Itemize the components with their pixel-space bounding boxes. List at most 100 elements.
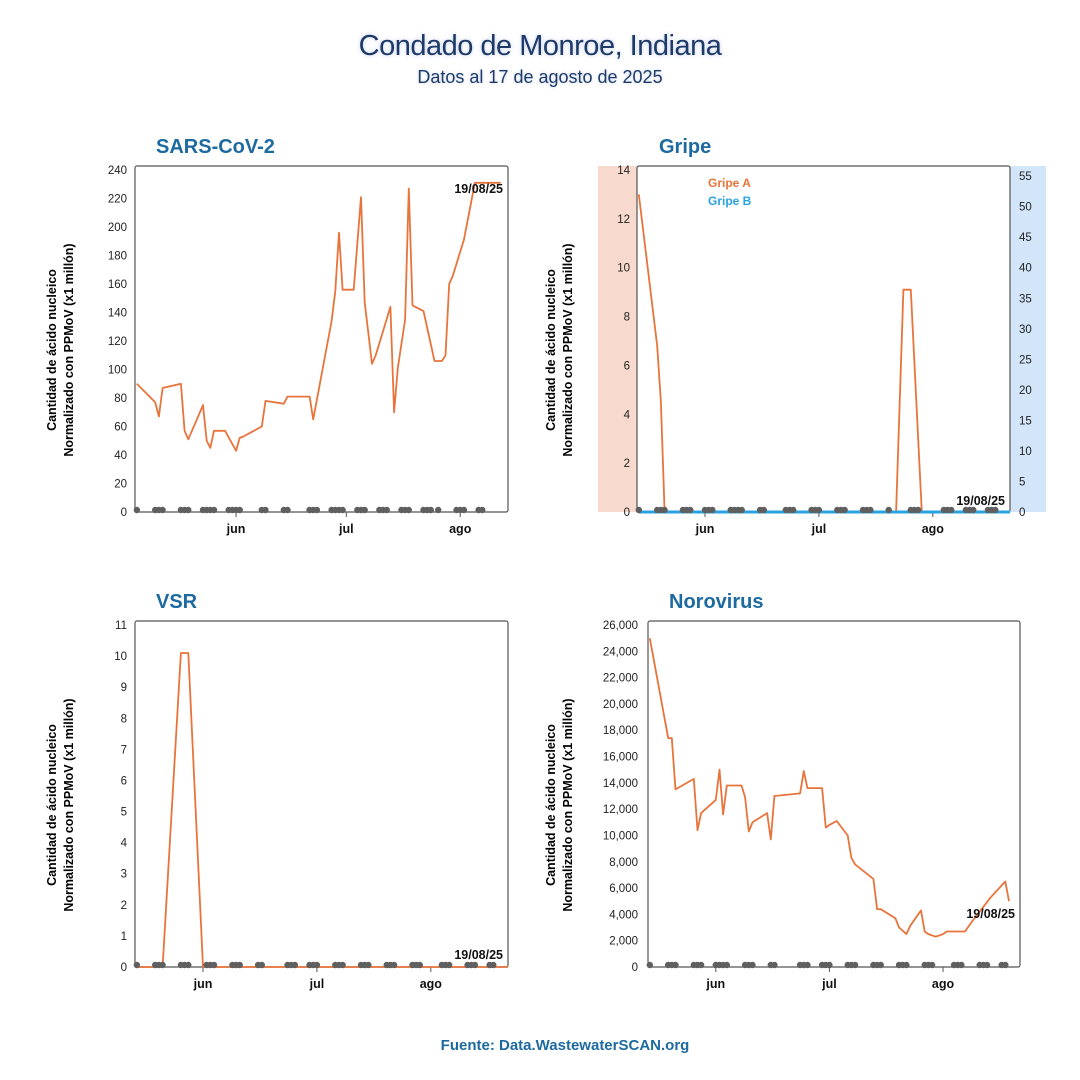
gripe-y-right-tick-label: 35 — [1019, 293, 1032, 305]
gripe-x-tick-label: jun — [695, 522, 715, 536]
noro-y-tick-label: 24,000 — [603, 646, 638, 658]
gripe-x-tick-label: ago — [922, 522, 945, 536]
noro-sample-dot — [749, 961, 756, 969]
vsr-sample-dot — [416, 961, 424, 969]
sars-panel-title: SARS-CoV-2 — [156, 136, 275, 158]
sars-sample-dot — [361, 506, 368, 514]
noro-y-tick-label: 26,000 — [603, 620, 638, 632]
gripe-y-tick-label: 4 — [624, 409, 631, 421]
noro-sample-dot — [826, 961, 833, 969]
gripe-y-right-tick-label: 20 — [1019, 385, 1032, 397]
sars-sample-dot — [185, 506, 192, 514]
sars-sample-dot — [383, 506, 390, 514]
gripe-sample-dot — [738, 506, 745, 514]
gripe-y-right-tick-label: 45 — [1019, 232, 1032, 244]
gripe-y-tick-label: 6 — [624, 360, 630, 372]
gripe-date-annotation: 19/08/25 — [956, 494, 1005, 508]
gripe-sample-dot — [760, 506, 767, 514]
vsr-sample-dot — [313, 961, 321, 969]
sars-y-tick-label: 220 — [108, 194, 127, 206]
vsr-y-tick-label: 5 — [121, 807, 127, 819]
gripe-sample-dot — [709, 506, 716, 514]
vsr-y-tick-label: 6 — [121, 775, 127, 787]
gripe-y-right-tick-label: 30 — [1019, 324, 1032, 336]
gripe-y-right-tick-label: 15 — [1019, 415, 1032, 427]
sars-y-tick-label: 140 — [108, 308, 127, 320]
sars-y-tick-label: 180 — [108, 251, 127, 263]
vsr-sample-dot — [490, 961, 497, 969]
sars-x-tick-label: ago — [449, 522, 472, 536]
sars-sample-dot — [405, 506, 412, 514]
vsr-panel-title: VSR — [156, 591, 198, 613]
noro-y-tick-label: 8,000 — [609, 857, 638, 869]
noro-y-tick-label: 20,000 — [603, 699, 638, 711]
noro-sample-dot — [771, 961, 778, 969]
gripe-y-tick-label: 14 — [617, 165, 630, 177]
vsr-y-tick-label: 4 — [121, 838, 128, 850]
gripe-x-tick-label: jul — [811, 522, 827, 536]
sars-series-line — [136, 181, 501, 452]
gripe-sample-dot — [885, 506, 892, 514]
vsr-sample-dot — [446, 961, 453, 969]
sars-x-tick-label: jul — [338, 522, 354, 536]
gripe-sample-dot — [815, 506, 823, 514]
gripe-sample-dot — [789, 506, 797, 514]
gripe-sample-dot — [867, 506, 874, 514]
gripe-legend-gripe-a: Gripe A — [708, 176, 751, 190]
sars-y-tick-label: 80 — [114, 393, 127, 405]
vsr-y-tick-label: 10 — [114, 651, 127, 663]
vsr-date-annotation: 19/08/25 — [454, 948, 503, 962]
sars-y-tick-label: 40 — [114, 450, 127, 462]
sars-y-tick-label: 60 — [114, 422, 127, 434]
gripe-sample-dot — [687, 506, 694, 514]
noro-sample-dot — [877, 961, 884, 969]
vsr-y-tick-label: 8 — [121, 713, 127, 725]
sars-sample-dot — [313, 506, 321, 514]
noro-sample-dot — [958, 961, 965, 969]
page-subtitle: Datos al 17 de agosto de 2025 — [417, 67, 663, 87]
noro-sample-dot — [1002, 961, 1009, 969]
gripe-y-right-tick-label: 50 — [1019, 202, 1032, 214]
gripe-y-tick-label: 2 — [624, 458, 630, 470]
noro-y-tick-label: 0 — [632, 962, 638, 974]
sars-y-tick-label: 0 — [121, 507, 127, 519]
gripe-y-right-tick-label: 10 — [1019, 446, 1032, 458]
noro-x-tick-label: jun — [705, 977, 725, 991]
noro-y-tick-label: 18,000 — [603, 725, 638, 737]
sars-y-tick-label: 240 — [108, 165, 127, 177]
gripe-y-right-tick-label: 5 — [1019, 476, 1025, 488]
gripe-sample-dot — [635, 506, 643, 514]
gripe-right-axis-band — [1010, 166, 1046, 512]
sars-y-tick-label: 200 — [108, 222, 127, 234]
gripe-y-tick-label: 8 — [624, 312, 630, 324]
noro-series-line — [648, 638, 1010, 938]
sars-plot-frame — [134, 165, 509, 513]
noro-y-tick-label: 12,000 — [603, 804, 638, 816]
sars-y-tick-label: 160 — [108, 279, 127, 291]
gripe-sample-dot — [970, 506, 977, 514]
gripe-y-right-tick-label: 40 — [1019, 263, 1032, 275]
vsr-sample-dot — [291, 961, 299, 969]
vsr-sample-dot — [258, 961, 265, 969]
noro-sample-dot — [903, 961, 910, 969]
vsr-sample-dot — [236, 961, 243, 969]
gripe-legend-gripe-b: Gripe B — [708, 194, 752, 208]
sars-sample-dot — [284, 506, 291, 514]
vsr-sample-dot — [390, 961, 398, 969]
gripe-sample-dot — [948, 506, 955, 514]
noro-sample-dot — [723, 961, 730, 969]
vsr-y-tick-label: 9 — [121, 682, 127, 694]
noro-sample-dot — [697, 961, 705, 969]
sars-sample-dot — [133, 506, 141, 514]
vsr-sample-dot — [210, 961, 218, 969]
noro-sample-dot — [804, 961, 811, 969]
sars-sample-dot — [236, 506, 243, 514]
noro-y-tick-label: 14,000 — [603, 778, 638, 790]
sars-date-annotation: 19/08/25 — [454, 182, 503, 196]
vsr-sample-dot — [365, 961, 372, 969]
gripe-y-right-tick-label: 55 — [1019, 171, 1032, 183]
noro-y-tick-label: 2,000 — [609, 936, 638, 948]
